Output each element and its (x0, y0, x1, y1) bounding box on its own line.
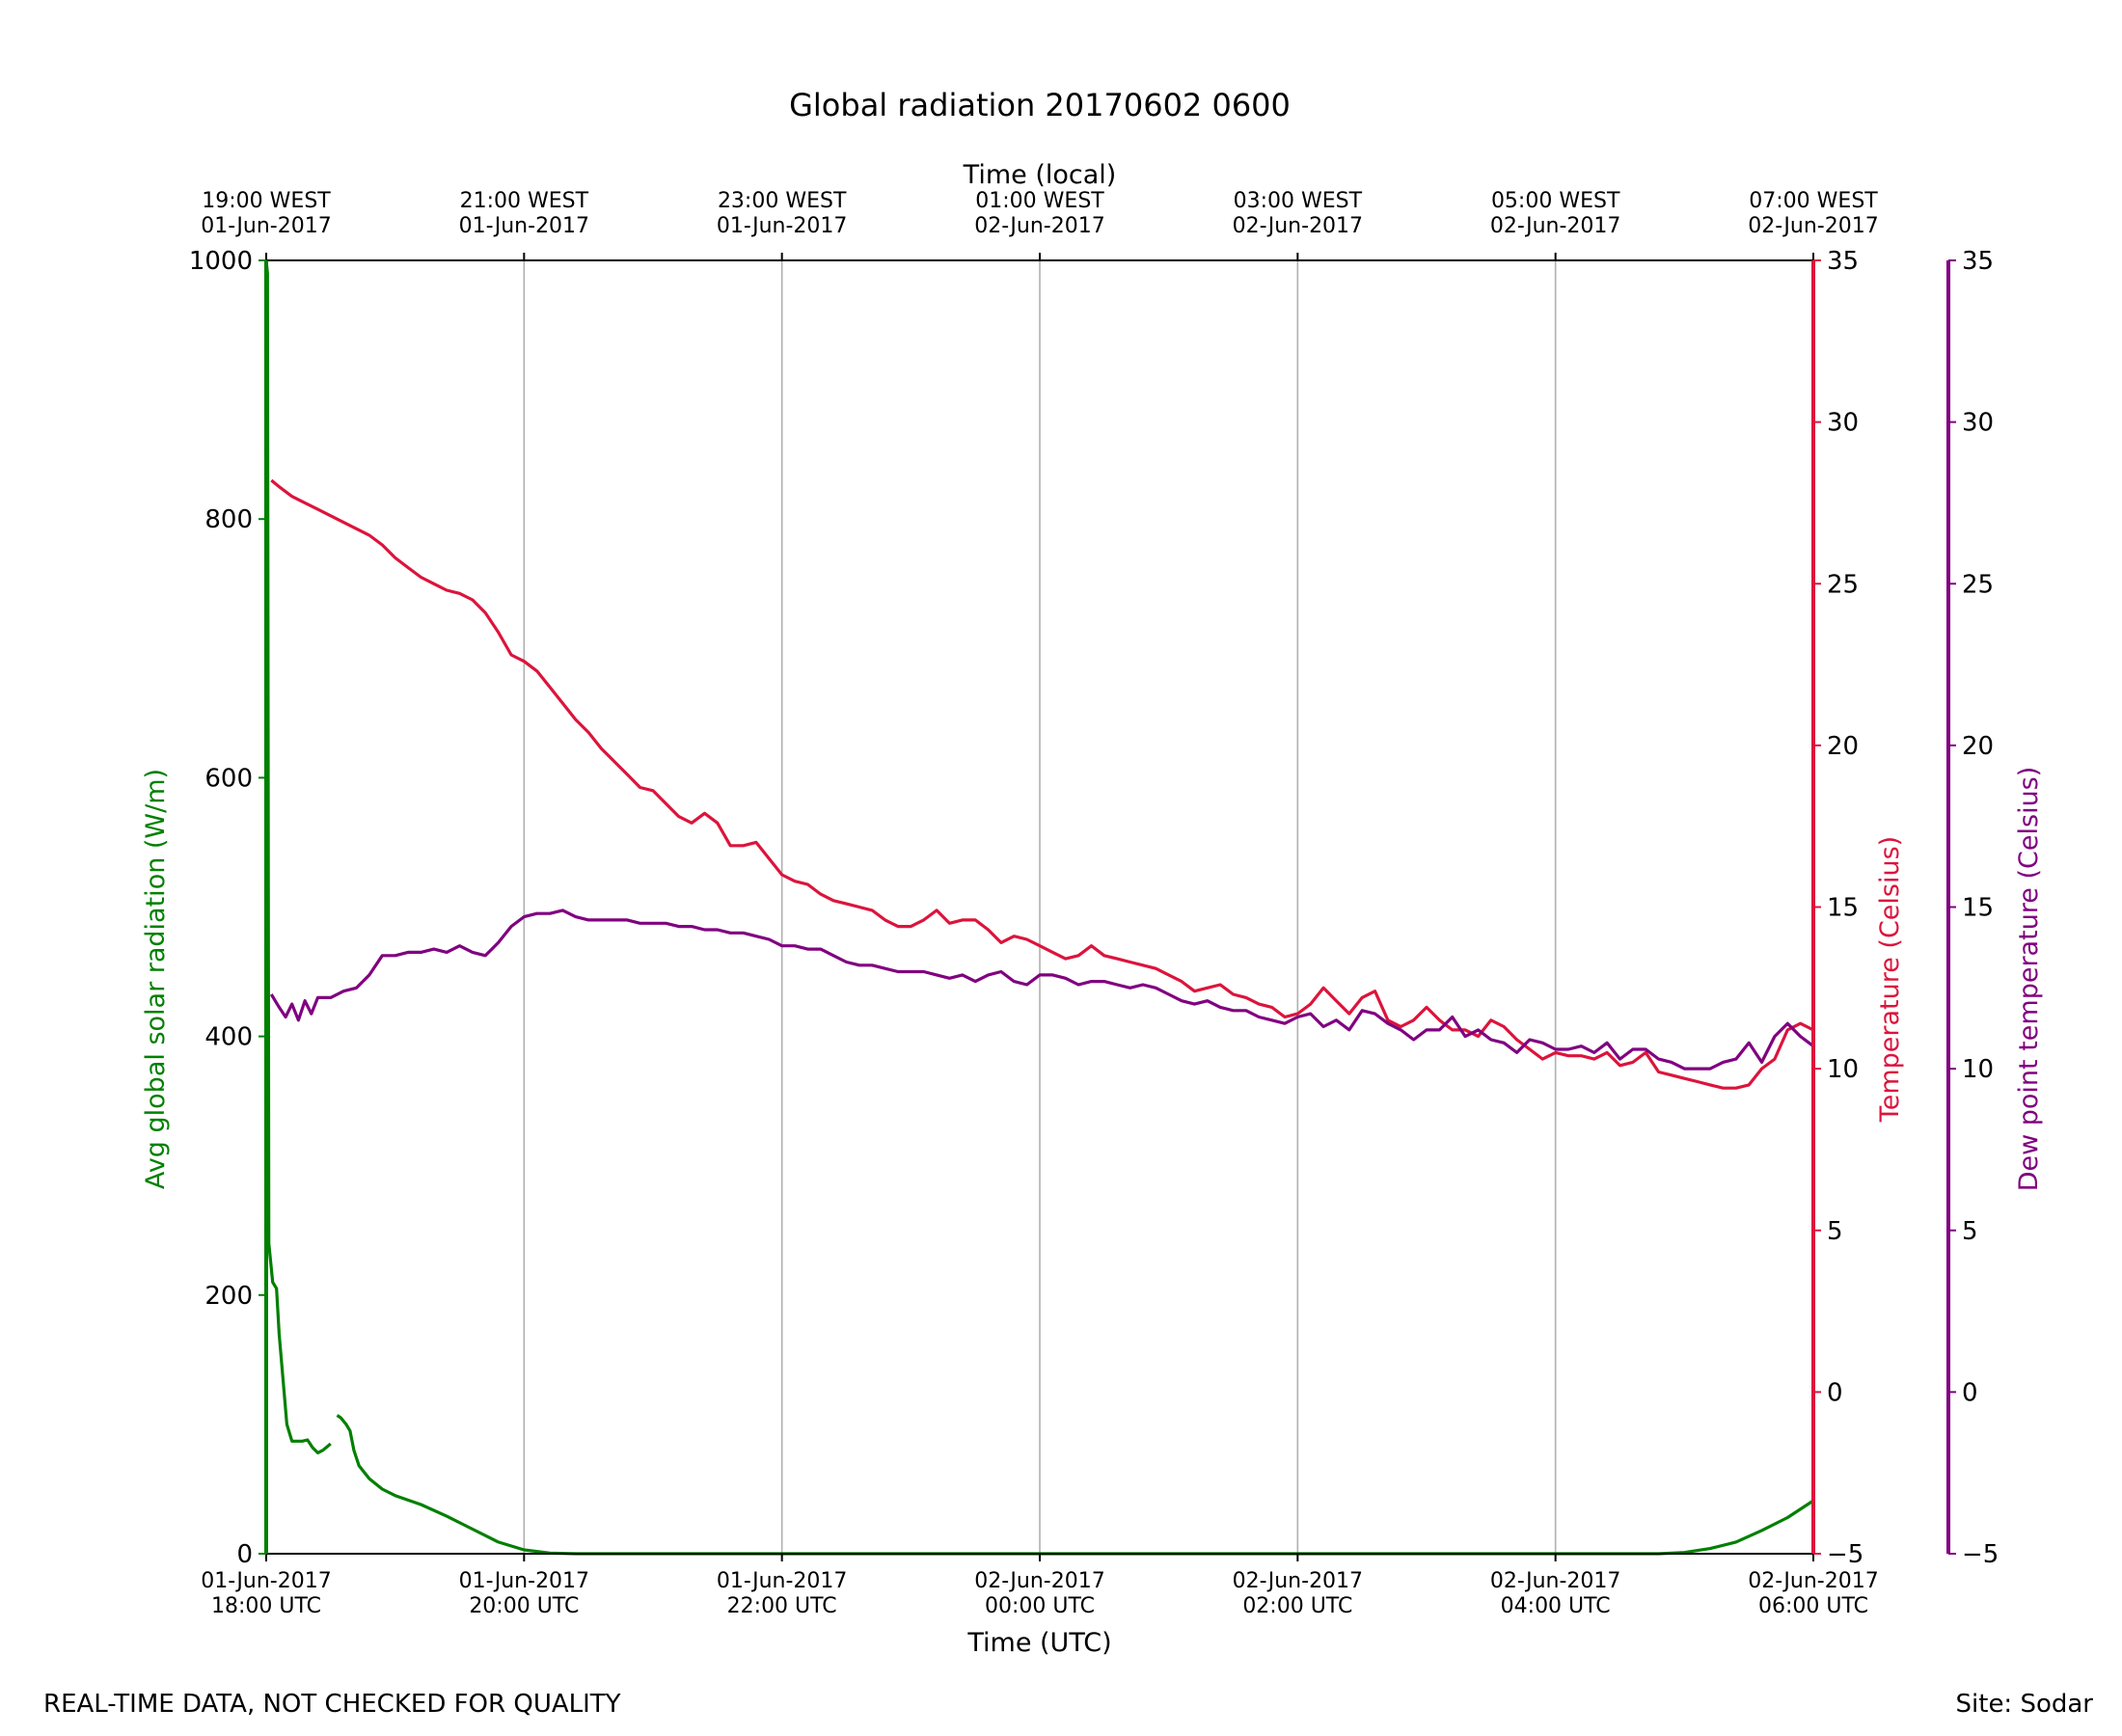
y-right-dewpoint-tick-label: 20 (1962, 732, 1994, 761)
y-axis-right-dewpoint-label: Dew point temperature (Celsius) (2014, 767, 2044, 1192)
x-tick-label: 01-Jun-2017 (717, 1569, 847, 1593)
y-left-tick-label: 200 (204, 1282, 253, 1311)
site-label: Site: Sodar (1956, 1690, 2094, 1719)
series-line-avg-global-solar-radiation (264, 259, 1814, 1556)
y-right-temperature-tick-label: −5 (1827, 1540, 1864, 1569)
x-top-tick-label: 07:00 WEST (1749, 189, 1878, 213)
y-right-dewpoint-tick-label: 30 (1962, 409, 1994, 438)
chart-title: Global radiation 20170602 0600 (789, 87, 1291, 123)
y-right-temperature-tick-label: 15 (1827, 894, 1859, 923)
series-line-temperature (270, 478, 1814, 1090)
y-left-tick-label: 400 (204, 1023, 253, 1052)
y-right-dewpoint-tick-label: 25 (1962, 570, 1994, 599)
x-tick-label: 04:00 UTC (1501, 1594, 1611, 1618)
y-left-tick-label: 800 (204, 505, 253, 534)
grid-lines (523, 260, 1557, 1554)
x-axis-top-label: Time (local) (963, 160, 1117, 190)
y-right-temperature-tick-label: 30 (1827, 409, 1859, 438)
x-tick-label: 00:00 UTC (985, 1594, 1095, 1618)
x-top-tick-label: 05:00 WEST (1491, 189, 1620, 213)
x-tick-label: 01-Jun-2017 (459, 1569, 589, 1593)
y-right-temperature-tick-label: 35 (1827, 247, 1859, 276)
y-right-temperature-tick-label: 25 (1827, 570, 1859, 599)
series-line-dew-point-temperature (269, 909, 1814, 1071)
y-right-dewpoint-tick-label: 15 (1962, 894, 1994, 923)
series-lines (264, 259, 1814, 1556)
x-top-tick-label: 01-Jun-2017 (717, 214, 847, 238)
y-right-temperature-tick-label: 20 (1827, 732, 1859, 761)
x-top-tick-label: 01:00 WEST (975, 189, 1104, 213)
x-tick-label: 02:00 UTC (1242, 1594, 1352, 1618)
y-right-dewpoint-tick-label: 10 (1962, 1055, 1994, 1084)
x-top-tick-label: 02-Jun-2017 (1490, 214, 1620, 238)
x-top-tick-label: 21:00 WEST (460, 189, 589, 213)
x-top-tick-label: 19:00 WEST (202, 189, 331, 213)
y-right-dewpoint-tick-label: −5 (1962, 1540, 1999, 1569)
y-left-tick-label: 600 (204, 764, 253, 793)
y-right-dewpoint-tick-label: 35 (1962, 247, 1994, 276)
x-top-tick-label: 23:00 WEST (718, 189, 847, 213)
x-top-tick-label: 02-Jun-2017 (1233, 214, 1363, 238)
x-tick-label: 06:00 UTC (1758, 1594, 1868, 1618)
x-top-tick-label: 01-Jun-2017 (459, 214, 589, 238)
y-left-tick-label: 0 (236, 1540, 253, 1569)
x-tick-label: 22:00 UTC (727, 1594, 837, 1618)
x-top-tick-label: 03:00 WEST (1234, 189, 1363, 213)
y-right-dewpoint-tick-label: 0 (1962, 1378, 1978, 1407)
y-axis-right-temperature-label: Temperature (Celsius) (1875, 836, 1905, 1123)
x-top-tick-label: 02-Jun-2017 (1748, 214, 1878, 238)
y-left-tick-label: 1000 (189, 247, 253, 276)
y-right-temperature-tick-label: 5 (1827, 1217, 1843, 1246)
x-axis-label: Time (UTC) (966, 1628, 1111, 1658)
quality-note: REAL-TIME DATA, NOT CHECKED FOR QUALITY (43, 1690, 621, 1719)
y-right-temperature-tick-label: 10 (1827, 1055, 1859, 1084)
x-tick-label: 02-Jun-2017 (1748, 1569, 1878, 1593)
x-tick-label: 02-Jun-2017 (974, 1569, 1104, 1593)
x-tick-label: 20:00 UTC (469, 1594, 579, 1618)
y-right-dewpoint-tick-label: 5 (1962, 1217, 1978, 1246)
x-tick-label: 02-Jun-2017 (1490, 1569, 1620, 1593)
x-tick-label: 18:00 UTC (211, 1594, 321, 1618)
y-axis-left-label: Avg global solar radiation (W/m) (141, 769, 171, 1189)
y-right-temperature-tick-label: 0 (1827, 1378, 1843, 1407)
x-tick-label: 01-Jun-2017 (201, 1569, 331, 1593)
x-top-tick-label: 01-Jun-2017 (201, 214, 331, 238)
x-top-tick-label: 02-Jun-2017 (974, 214, 1104, 238)
x-tick-label: 02-Jun-2017 (1233, 1569, 1363, 1593)
